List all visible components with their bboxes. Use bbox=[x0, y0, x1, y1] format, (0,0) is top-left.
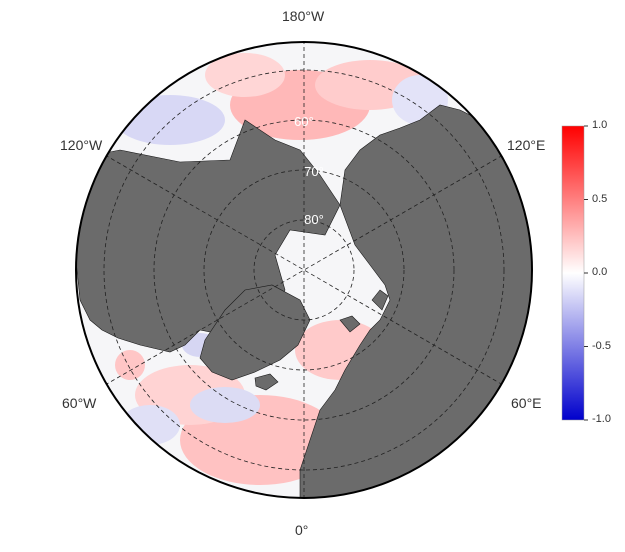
graticule bbox=[103, 42, 505, 498]
lon-label-60e: 60°E bbox=[511, 395, 542, 411]
colorbar-label-0-5: 0.5 bbox=[592, 193, 608, 205]
lon-label-120e: 120°E bbox=[507, 137, 546, 153]
map-boundary bbox=[75, 41, 533, 499]
lon-label-0: 0° bbox=[295, 522, 309, 538]
colorbar bbox=[561, 125, 585, 421]
colorbar-ticks bbox=[584, 125, 588, 421]
lat-label-60: 60° bbox=[294, 114, 314, 129]
colorbar-label-0: 0.0 bbox=[592, 266, 608, 278]
lat-label-70: 70° bbox=[304, 164, 324, 179]
lon-label-60w: 60°W bbox=[62, 395, 97, 411]
colorbar-label-1: 1.0 bbox=[592, 119, 608, 131]
colorbar-label-neg-1: -1.0 bbox=[592, 413, 611, 425]
colorbar-label-neg-0-5: -0.5 bbox=[592, 340, 611, 352]
lon-label-120w: 120°W bbox=[60, 137, 103, 153]
lon-label-180w: 180°W bbox=[282, 8, 325, 24]
lat-label-80: 80° bbox=[304, 212, 324, 227]
